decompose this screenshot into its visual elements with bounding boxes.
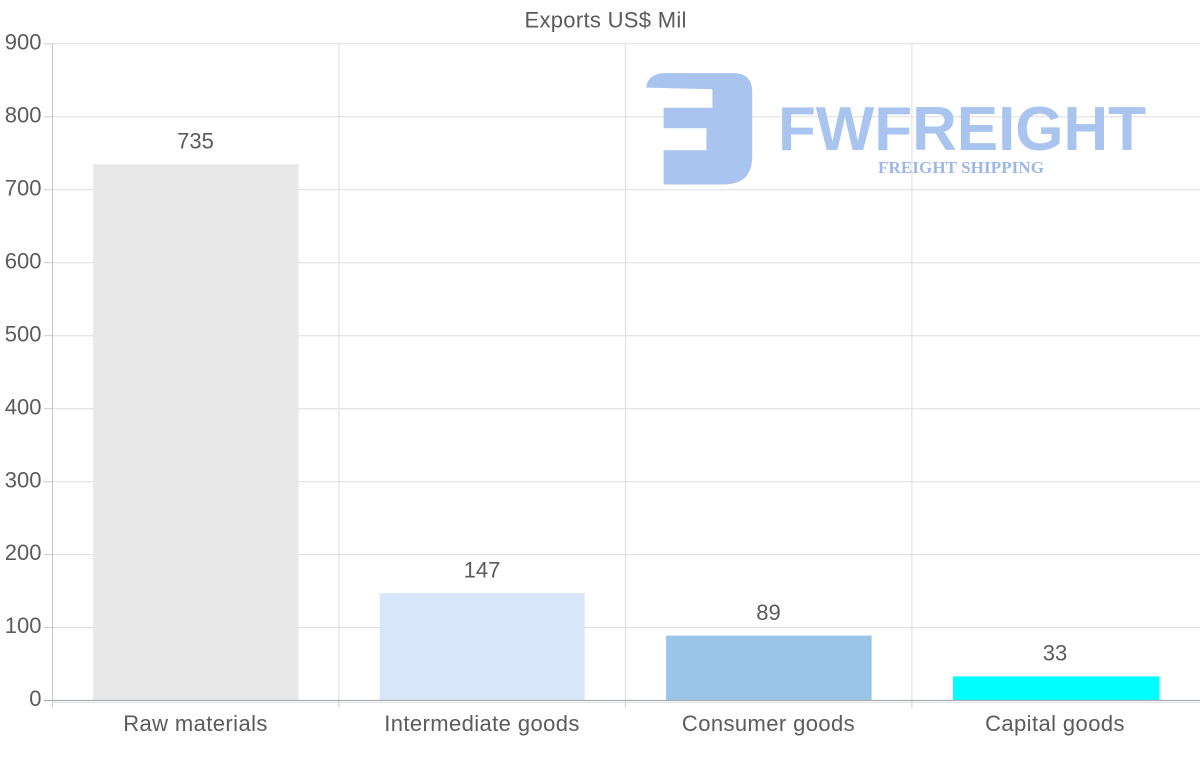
svg-text:200: 200: [5, 540, 42, 565]
svg-text:800: 800: [5, 102, 42, 127]
svg-text:Capital goods: Capital goods: [985, 711, 1125, 736]
svg-text:89: 89: [756, 600, 780, 625]
svg-text:600: 600: [5, 248, 42, 273]
svg-text:Consumer goods: Consumer goods: [682, 711, 855, 736]
svg-text:Exports US$ Mil: Exports US$ Mil: [524, 8, 686, 33]
svg-text:300: 300: [5, 467, 42, 492]
svg-text:100: 100: [5, 613, 42, 638]
svg-text:Intermediate goods: Intermediate goods: [384, 711, 580, 736]
svg-text:400: 400: [5, 394, 42, 419]
svg-text:700: 700: [5, 175, 42, 200]
svg-text:500: 500: [5, 321, 42, 346]
svg-text:735: 735: [177, 128, 214, 153]
svg-text:FWFREIGHT: FWFREIGHT: [778, 95, 1146, 164]
svg-text:FREIGHT SHIPPING: FREIGHT SHIPPING: [878, 158, 1044, 177]
svg-text:147: 147: [464, 557, 501, 582]
svg-text:33: 33: [1043, 641, 1067, 666]
svg-text:900: 900: [5, 29, 42, 54]
svg-text:0: 0: [29, 686, 41, 711]
svg-text:Raw materials: Raw materials: [123, 711, 268, 736]
